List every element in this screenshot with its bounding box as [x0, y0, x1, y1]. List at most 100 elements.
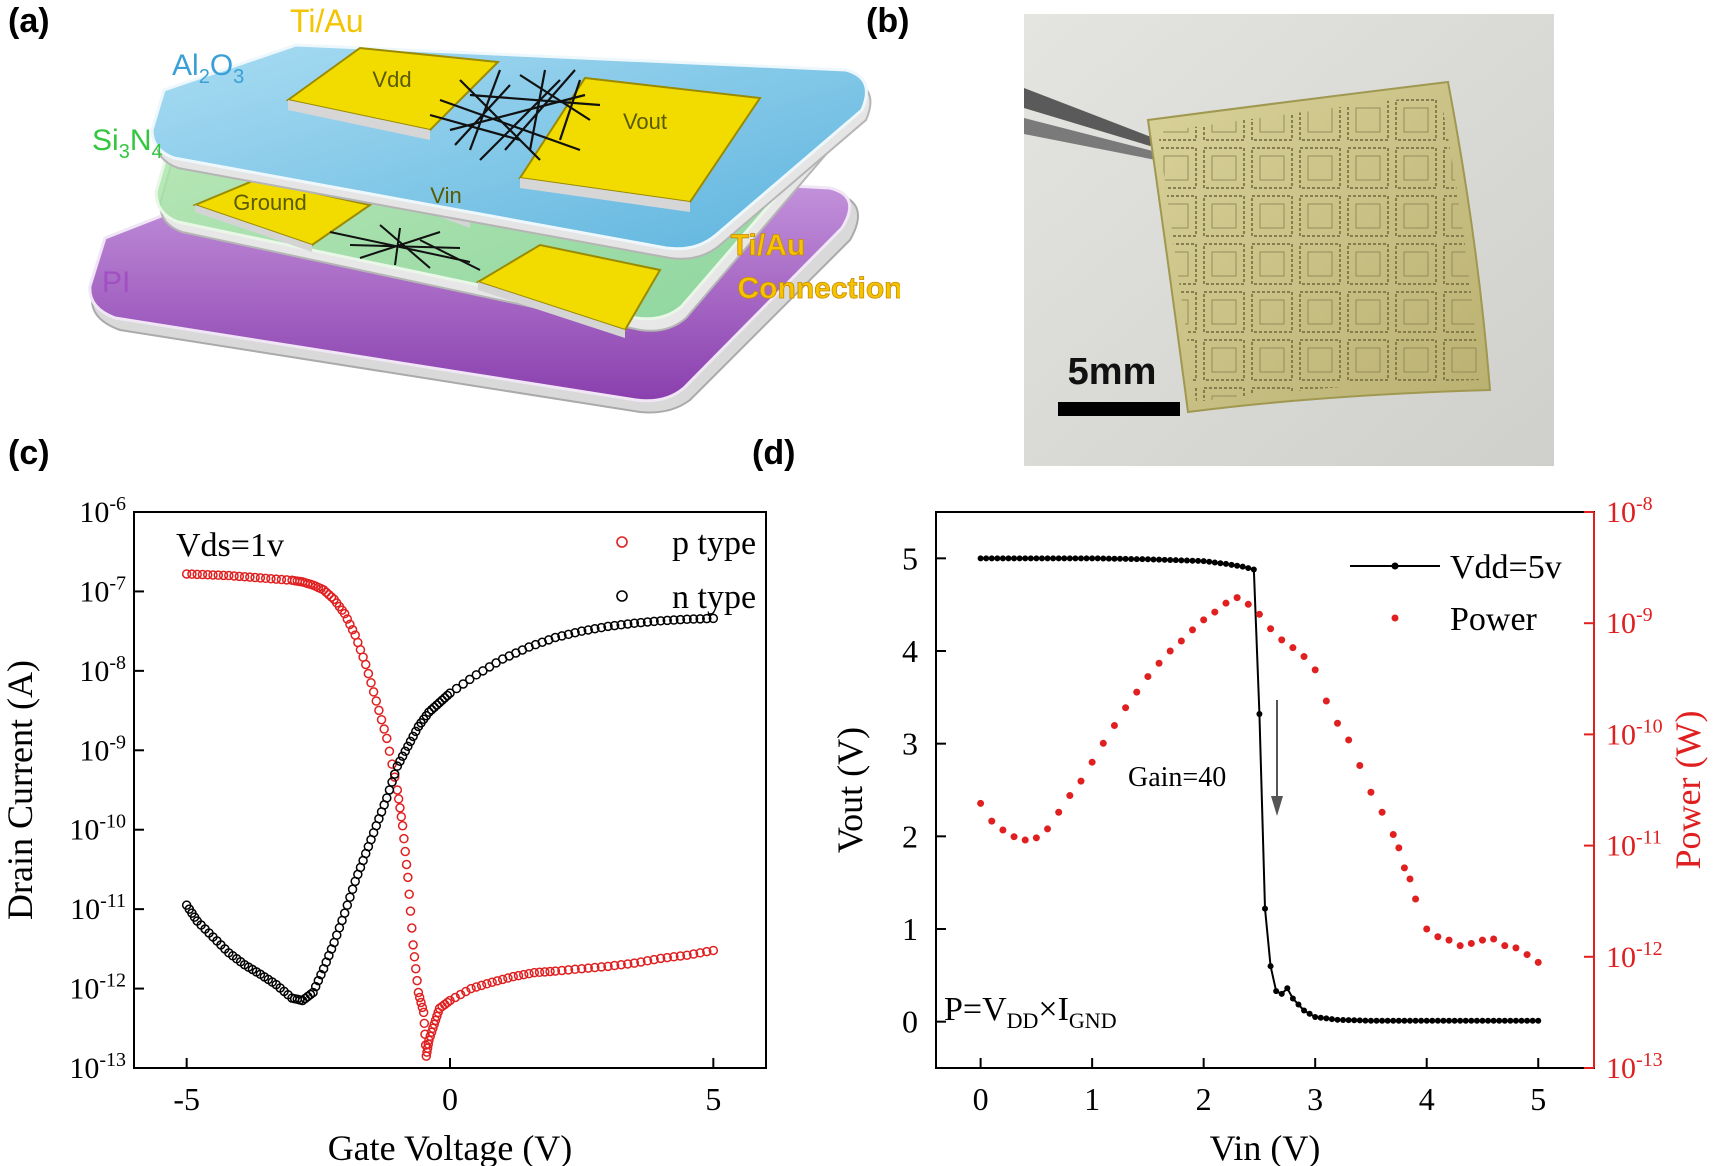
chart-c-point-n-type: [491, 658, 501, 668]
chart-d-vout-point: [1507, 1017, 1514, 1024]
chart-d-vout-point: [1066, 555, 1073, 562]
chart-d-vout-point: [1183, 557, 1190, 564]
chart-d-vout-point: [1306, 1010, 1313, 1017]
chart-d-vout-point: [1239, 563, 1246, 570]
chart-d-y2tick-label-base: 10: [1606, 830, 1636, 863]
chart-d-vout-point: [1200, 558, 1207, 565]
chart-d-xtick-label: 3: [1307, 1081, 1323, 1117]
chart-c-ytick-label: 10-6: [79, 493, 126, 529]
chart-c-point-n-type: [688, 614, 699, 624]
al2o3-sub1: 2: [199, 66, 210, 88]
chart-d-ytick-label: 3: [902, 726, 918, 762]
chart-c-point-n-type: [557, 631, 567, 641]
chart-d-legend: Vdd=5v Power: [1350, 549, 1562, 638]
chart-c-point-n-type: [695, 614, 705, 624]
chart-d-vout-point: [1122, 555, 1129, 562]
chart-c-point-n-type: [231, 954, 242, 964]
chart-c-point-n-type: [181, 900, 192, 910]
chart-c-point-n-type: [358, 855, 368, 866]
chart-d-power-point: [1423, 925, 1431, 933]
chart-d-y2tick-label-base: 10: [1606, 718, 1636, 751]
chart-d-power-point: [1233, 594, 1241, 602]
chart-d-power-point: [1434, 933, 1442, 941]
chart-d-gain-arrowhead: [1271, 796, 1283, 816]
chart-c-point-p-type: [245, 572, 255, 582]
chart-d-vout-point: [1524, 1017, 1531, 1024]
chart-c-ytick-label: 10-8: [79, 652, 126, 688]
chart-c-point-n-type: [434, 697, 445, 708]
chart-c-point-n-type: [504, 651, 514, 661]
chart-c-point-p-type: [497, 974, 508, 985]
chart-c-point-p-type: [513, 970, 524, 981]
chart-c-point-p-type: [409, 952, 420, 962]
chart-c-point-p-type: [295, 576, 305, 587]
chart-c-point-n-type: [228, 951, 238, 961]
chart-c-point-n-type: [411, 726, 421, 737]
chart-c-point-n-type: [609, 620, 620, 631]
chart-c-point-p-type: [287, 575, 297, 586]
chart-c-point-n-type: [408, 731, 418, 742]
chart-c-point-n-type: [583, 625, 593, 635]
chart-d-power-point: [1456, 942, 1464, 950]
chart-c-point-p-type: [358, 652, 368, 662]
chart-c-point-p-type: [408, 940, 418, 950]
chart-d-xtick-label: 2: [1196, 1081, 1212, 1117]
chart-c-point-p-type: [332, 598, 342, 608]
chart-c-point-n-type: [623, 619, 633, 629]
chart-c-point-n-type: [283, 989, 293, 1000]
chart-d-vout-point: [1323, 1015, 1330, 1022]
chart-c-ytick-label-base: 10: [69, 814, 99, 847]
chart-c-point-n-type: [429, 702, 439, 713]
chart-c-point-n-type: [247, 964, 258, 975]
chart-c-point-p-type: [224, 570, 234, 581]
chart-c-ytick-label-exp: -12: [99, 970, 126, 992]
chart-c-point-n-type: [702, 613, 712, 624]
pi-label: PI: [102, 266, 130, 299]
chart-d-power-point: [1512, 944, 1520, 952]
chart-d-vout-point: [1434, 1017, 1441, 1024]
device-photo: 5mm: [1024, 14, 1554, 466]
legend-power-marker: [1391, 614, 1399, 622]
chart-d-power-point: [1333, 719, 1341, 727]
chart-c-plot-frame: [133, 511, 767, 1069]
chart-d-power-point: [1322, 697, 1330, 705]
chart-c-point-p-type: [426, 1027, 437, 1038]
chart-c-point-n-type: [484, 662, 495, 672]
chart-d-vout-point: [1429, 1017, 1436, 1024]
chart-d-power-point: [1088, 758, 1096, 766]
chart-c-point-n-type: [267, 977, 277, 987]
chart-c-point-n-type: [530, 639, 541, 650]
chart-d-xlabel: Vin (V): [1210, 1128, 1321, 1166]
chart-c-point-n-type: [347, 884, 358, 895]
chart-d-power-point: [1345, 736, 1353, 744]
chart-d-power-point: [1478, 936, 1486, 944]
chart-d-power-point: [1032, 834, 1040, 842]
chart-c-point-p-type: [439, 999, 450, 1010]
chart-c-point-p-type: [371, 696, 382, 706]
chart-c-point-p-type: [425, 1031, 435, 1041]
chart-d-y2tick-label-exp: -13: [1636, 1049, 1663, 1071]
chart-c-point-p-type: [669, 952, 679, 962]
chart-c-point-p-type: [412, 975, 422, 986]
chart-c-point-n-type: [649, 616, 659, 627]
chart-c-point-n-type: [300, 993, 310, 1004]
chart-c-point-p-type: [534, 967, 545, 978]
chart-d-vout-point: [1340, 1016, 1347, 1023]
chart-d-power-point: [977, 799, 985, 807]
chart-c-point-p-type: [695, 948, 705, 958]
chart-d-vout-point: [983, 555, 990, 562]
chart-c-point-p-type: [416, 997, 426, 1008]
chart-c-point-n-type: [376, 807, 387, 817]
chart-c-point-n-type: [243, 962, 254, 972]
chart-c-point-n-type: [196, 920, 206, 930]
chart-d-vout-point: [1038, 555, 1045, 562]
chart-c-point-n-type: [316, 969, 326, 980]
chart-c-point-p-type: [401, 859, 412, 870]
chart-d-power-point: [1367, 788, 1375, 796]
chart-d-vout-point: [1334, 1016, 1341, 1023]
chart-d-power-point: [1044, 825, 1052, 833]
chart-d-power-point: [1267, 625, 1275, 633]
chart-d-vout-point: [1234, 562, 1241, 569]
chart-c-point-n-type: [416, 718, 426, 728]
chart-c-point-n-type: [374, 814, 384, 824]
